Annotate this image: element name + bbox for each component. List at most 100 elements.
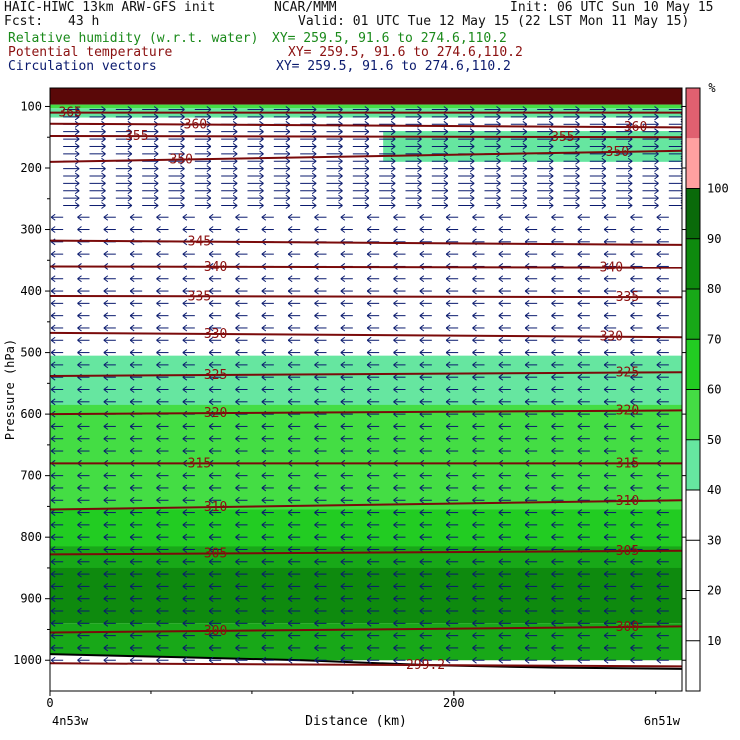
wind-vector — [352, 179, 370, 187]
wind-vector — [50, 336, 64, 344]
wind-vector — [208, 213, 222, 221]
wind-vector — [235, 398, 248, 406]
wind-vector — [261, 275, 274, 283]
vector-head — [656, 278, 662, 283]
vector-head — [74, 128, 80, 133]
vector-head — [603, 423, 609, 427]
vector-head — [601, 116, 607, 121]
vector-head — [498, 352, 504, 356]
vector-head — [103, 364, 109, 369]
vector-head — [472, 595, 477, 600]
wind-vector — [261, 336, 274, 344]
vector-head — [129, 226, 135, 230]
vector-head — [393, 435, 398, 440]
vector-head — [314, 635, 319, 640]
vector-head — [656, 352, 662, 356]
vector-head — [656, 315, 662, 320]
vector-head — [577, 398, 583, 403]
vector-head — [524, 253, 530, 258]
vector-head — [259, 165, 264, 170]
wind-vector — [551, 582, 564, 590]
vector-head — [153, 128, 159, 133]
wind-vector — [247, 113, 264, 121]
vector-head — [656, 438, 662, 443]
vector-head — [419, 386, 425, 390]
wind-vector — [366, 250, 380, 258]
vector-head — [498, 659, 504, 664]
vector-head — [101, 172, 106, 177]
vector-head — [551, 484, 556, 489]
vector-head — [340, 361, 346, 366]
vector-head — [287, 389, 293, 393]
vector-head — [235, 315, 240, 320]
vector-head — [235, 413, 240, 418]
theta-label: 360 — [184, 118, 207, 133]
vector-head — [50, 656, 56, 661]
vector-head — [103, 250, 109, 255]
vector-head — [287, 632, 293, 637]
wind-vector — [603, 656, 617, 664]
wind-vector — [656, 312, 669, 320]
vector-head — [472, 413, 477, 418]
vector-head — [156, 546, 161, 550]
vector-head — [180, 197, 185, 202]
vector-head — [390, 120, 396, 125]
wind-vector — [551, 570, 564, 578]
vector-head — [129, 644, 135, 649]
vector-head — [101, 205, 106, 209]
wind-vector — [445, 558, 459, 566]
wind-vector — [103, 570, 116, 578]
wind-vector — [50, 398, 64, 406]
wind-vector — [129, 595, 143, 603]
wind-vector — [129, 644, 143, 652]
wind-vector — [352, 172, 370, 180]
vector-head — [522, 128, 528, 133]
wind-vector — [89, 179, 106, 187]
wind-vector — [326, 202, 343, 209]
wind-vector — [287, 213, 301, 221]
vector-head — [419, 275, 425, 280]
vector-head — [577, 226, 583, 230]
vector-head — [577, 438, 583, 443]
wind-vector — [656, 570, 669, 578]
vector-head — [630, 496, 635, 501]
wind-vector — [472, 423, 485, 430]
wind-vector — [156, 546, 169, 553]
vector-head — [498, 598, 504, 603]
wind-vector — [419, 496, 432, 504]
vector-head — [603, 263, 609, 267]
vector-head — [261, 275, 267, 280]
vector-head — [232, 143, 238, 147]
vector-head — [654, 175, 659, 180]
vector-head — [153, 160, 159, 165]
wind-vector — [261, 386, 274, 393]
vector-head — [551, 524, 556, 529]
vector-head — [287, 435, 293, 440]
vector-head — [103, 241, 109, 246]
vector-head — [445, 324, 451, 329]
vector-head — [314, 315, 319, 320]
wind-vector — [616, 113, 633, 121]
vector-head — [417, 138, 422, 143]
vector-head — [287, 570, 293, 575]
vector-head — [498, 213, 504, 218]
vector-head — [208, 438, 214, 443]
vector-head — [287, 302, 293, 307]
wind-vector — [445, 423, 459, 430]
vector-head — [548, 179, 554, 184]
vector-head — [74, 202, 80, 206]
vector-head — [577, 238, 583, 243]
vector-head — [445, 238, 451, 243]
vector-head — [445, 349, 451, 353]
vector-head — [103, 509, 109, 513]
vector-head — [630, 484, 635, 489]
vector-head — [261, 398, 267, 403]
wind-vector — [630, 533, 643, 541]
vector-head — [261, 336, 267, 341]
wind-vector — [273, 143, 291, 150]
wind-vector — [524, 447, 538, 455]
wind-vector — [235, 472, 248, 480]
vector-head — [443, 138, 449, 143]
wind-vector — [366, 447, 380, 455]
vector-head — [182, 389, 188, 393]
